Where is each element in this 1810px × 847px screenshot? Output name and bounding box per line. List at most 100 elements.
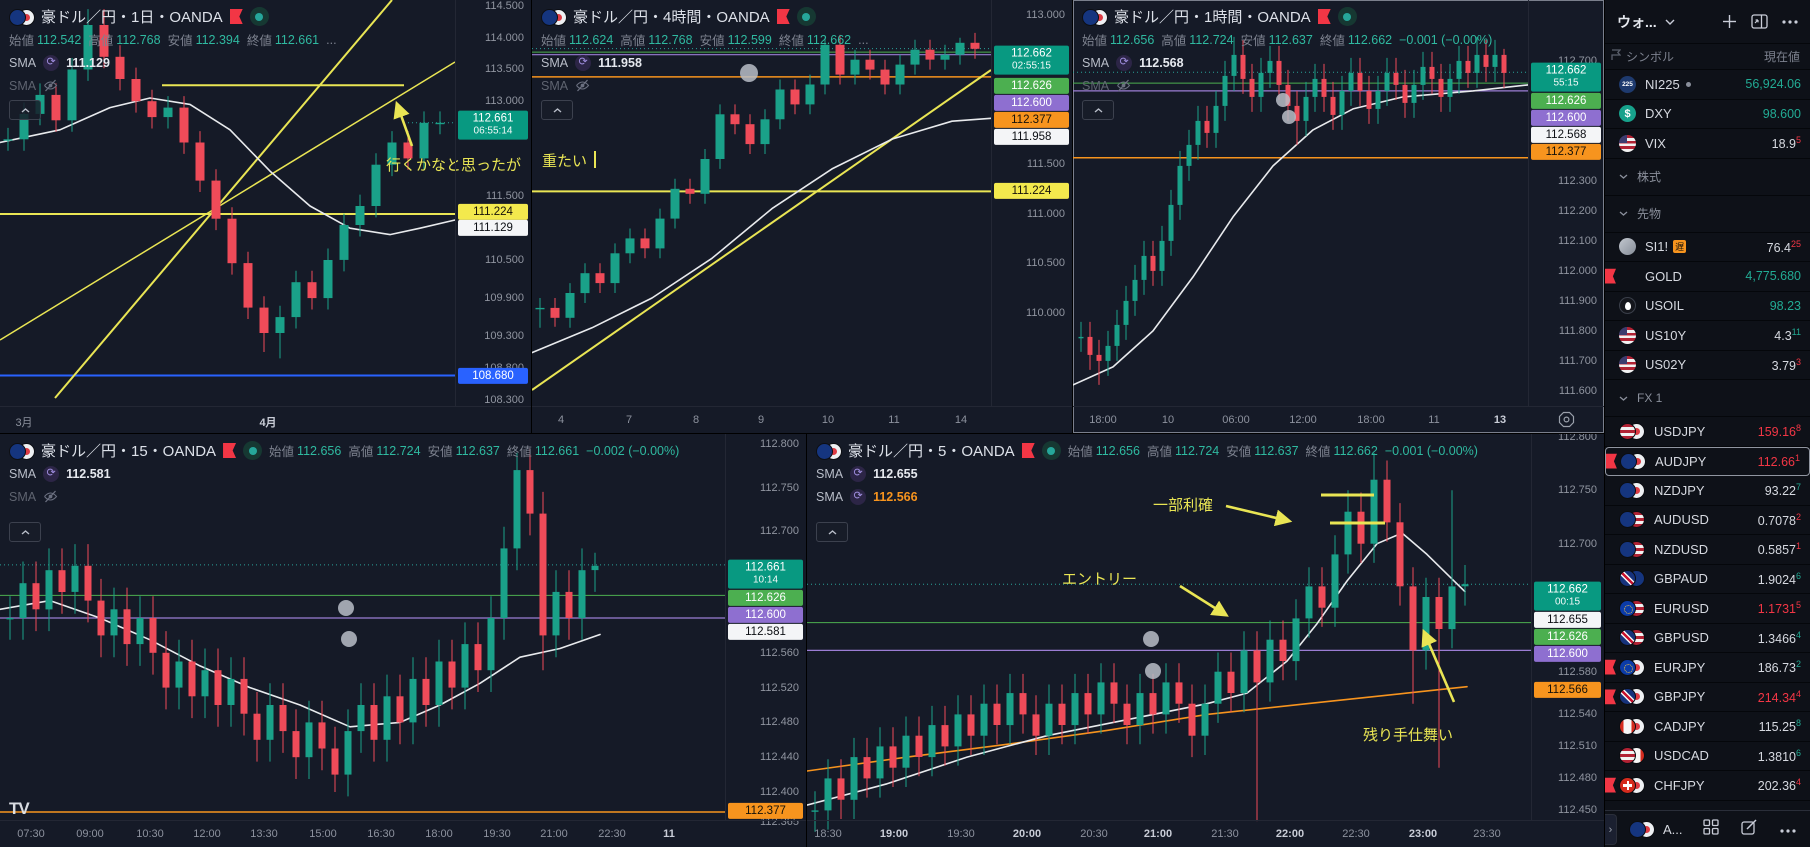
watchlist-row-GOLD[interactable]: GOLD 4,775.680 — [1605, 262, 1810, 292]
watchlist-row-DXY[interactable]: $ DXY 98.600 — [1605, 100, 1810, 129]
watchlist-section-先物[interactable]: 先物 — [1605, 196, 1810, 233]
row-flag-icon[interactable] — [1605, 777, 1616, 793]
more-options-icon[interactable] — [1782, 19, 1798, 24]
last-price: 186.732 — [1757, 659, 1801, 676]
collapse-header-button[interactable] — [816, 522, 848, 542]
chart-canvas-1h[interactable] — [1073, 0, 1604, 433]
price-axis-label: 112.200 — [1558, 205, 1597, 217]
watchlist-row-NZDJPY[interactable]: NZDJPY 93.227 — [1605, 476, 1810, 506]
watchlist-row-USDCAD[interactable]: USDCAD 1.38106 — [1605, 742, 1810, 771]
status-dot-button[interactable] — [1041, 441, 1061, 460]
flag-bookmark-icon[interactable] — [1021, 443, 1035, 458]
status-dot-button[interactable] — [796, 7, 816, 26]
flag-column-icon[interactable] — [1611, 49, 1622, 64]
watchlist-section-株式[interactable]: 株式 — [1605, 159, 1810, 196]
price-axis-label: 111.000 — [1026, 208, 1065, 220]
time-axis[interactable]: 07:30 09:00 10:30 12:00 13:30 15:00 16:30 18:00… — [0, 820, 806, 847]
price-axis[interactable]: 112.800 112.750 112.700 112.560 112.520 112.4… — [725, 434, 806, 828]
status-dot-button[interactable] — [249, 7, 269, 26]
tradingview-logo[interactable]: TV — [9, 799, 30, 818]
symbol-name: USDJPY — [1654, 423, 1706, 439]
last-price: 214.344 — [1757, 688, 1801, 705]
active-symbol-label[interactable]: A... — [1663, 821, 1683, 837]
chart-canvas-15m[interactable] — [0, 434, 806, 847]
collapse-header-button[interactable] — [1082, 100, 1114, 120]
collapse-header-button[interactable] — [9, 100, 41, 120]
price-axis-label: 112.480 — [760, 716, 799, 728]
watchlist-row-AUDUSD[interactable]: AUDUSD 0.70782 — [1605, 506, 1810, 535]
row-flag-icon[interactable] — [1605, 689, 1616, 705]
grid-layout-icon[interactable] — [1703, 818, 1719, 840]
time-axis[interactable]: 18:30 19:00 19:30 20:00 20:30 21:00 21:30 22:00… — [807, 820, 1604, 847]
collapse-header-button[interactable] — [9, 522, 41, 542]
row-flag-icon[interactable] — [1605, 268, 1616, 284]
plot-layers — [1073, 36, 1529, 386]
time-axis-label: 10:30 — [136, 828, 164, 840]
watchlist-row-NZDUSD[interactable]: NZDUSD 0.58571 — [1605, 535, 1810, 565]
watchlist-row-CHFJPY[interactable]: CHFJPY 202.364 — [1605, 771, 1810, 801]
add-symbol-button[interactable] — [1722, 14, 1737, 29]
watchlist-row-USOIL[interactable]: USOIL 98.23 — [1605, 292, 1810, 321]
watchlist-row-GBPAUD[interactable]: GBPAUD 1.90246 — [1605, 565, 1810, 594]
time-axis-label: 22:00 — [1275, 828, 1305, 840]
watchlist-row-AUDJPY[interactable]: AUDJPY 112.661 — [1605, 446, 1810, 476]
price-badge-value: 111.958 — [1011, 130, 1052, 143]
chart-title[interactable]: 豪ドル／円・15・OANDA — [41, 443, 217, 460]
flag-bookmark-icon[interactable] — [223, 443, 237, 458]
price-axis[interactable]: 114.500 114.000 113.500 113.000 111.500 110.5… — [455, 0, 531, 407]
open-list-icon[interactable] — [1751, 14, 1768, 29]
watchlist-row-EURJPY[interactable]: EURJPY 186.732 — [1605, 653, 1810, 683]
symbol-name: US02Y — [1645, 357, 1687, 373]
symbol-column-header[interactable]: シンボル — [1626, 50, 1675, 64]
price-axis[interactable]: 112.700 112.300 112.200 112.100 112.000 111.9… — [1528, 0, 1604, 407]
watchlist-row-SI1![interactable]: SI1! 遅 76.425 — [1605, 233, 1810, 262]
watchlist-row-USDJPY[interactable]: USDJPY 159.168 — [1605, 417, 1810, 447]
row-flag-icon[interactable] — [1605, 659, 1616, 675]
row-flag-icon[interactable] — [1606, 453, 1617, 469]
chart-canvas-1d[interactable]: 行くかなと思ったが — [0, 0, 531, 433]
price-axis[interactable]: 112.800 112.750 112.700 112.580 112.540 112.5… — [1531, 434, 1604, 821]
flag-bookmark-icon[interactable] — [776, 9, 790, 24]
watchlist-row-GBPUSD[interactable]: GBPUSD 1.34664 — [1605, 624, 1810, 653]
watchlist-row-US10Y[interactable]: US10Y 4.311 — [1605, 321, 1810, 351]
more-options-icon[interactable] — [1780, 820, 1796, 838]
last-price: 93.227 — [1764, 482, 1801, 499]
price-badge: 112.655 — [1534, 611, 1601, 629]
watchlist-row-EURUSD[interactable]: EURUSD 1.17315 — [1605, 594, 1810, 624]
collapse-header-button[interactable] — [541, 100, 573, 120]
watchlist-title[interactable]: ウォ... — [1617, 13, 1657, 30]
time-axis[interactable]: 18:00 10 06:00 12:00 18:00 11 13 — [1073, 406, 1604, 433]
symbol-name: AUDUSD — [1654, 512, 1709, 528]
time-axis[interactable]: 4 7 8 9 10 11 14 — [532, 406, 1072, 433]
watchlist-row-GBPJPY[interactable]: GBPJPY 214.344 — [1605, 683, 1810, 712]
watchlist-section-FX 1[interactable]: FX 1 — [1605, 380, 1810, 417]
us-icon — [1619, 356, 1636, 374]
chart-title[interactable]: 豪ドル／円・5・OANDA — [848, 443, 1015, 460]
watchlist-row-NI225[interactable]: 225 NI225 56,924.06 — [1605, 70, 1810, 100]
settings-gear-icon[interactable] — [1558, 411, 1575, 433]
price-badge-value: 112.626 — [1547, 630, 1588, 643]
time-axis-label: 18:00 — [1357, 414, 1385, 426]
time-axis[interactable]: 3月 4月 — [0, 406, 531, 433]
edit-note-icon[interactable] — [1741, 818, 1758, 840]
flag-bookmark-icon[interactable] — [229, 9, 243, 24]
flag-bookmark-icon[interactable] — [1317, 9, 1331, 24]
chart-canvas-4h[interactable]: 重たい — [532, 0, 1072, 433]
watchlist-row-US02Y[interactable]: US02Y 3.793 — [1605, 351, 1810, 380]
chevron-down-icon[interactable] — [1665, 19, 1675, 25]
expand-panel-icon[interactable]: › — [1605, 814, 1617, 845]
price-axis[interactable]: 113.000 111.500 111.000 110.500 110.000 112.6… — [991, 0, 1072, 407]
chart-title[interactable]: 豪ドル／円・1日・OANDA — [41, 9, 223, 26]
last-column-header[interactable]: 現在値 — [1763, 50, 1800, 64]
watchlist-row-VIX[interactable]: VIX 18.95 — [1605, 129, 1810, 159]
chart-title[interactable]: 豪ドル／円・1時間・OANDA — [1114, 9, 1311, 26]
chart-title[interactable]: 豪ドル／円・4時間・OANDA — [573, 9, 770, 26]
price-axis-label: 111.700 — [1558, 355, 1597, 367]
annotation-text: 残り手仕舞い — [1363, 727, 1453, 744]
status-dot-button[interactable] — [1337, 7, 1357, 26]
status-dot-button[interactable] — [243, 441, 263, 460]
time-axis-label: 13:30 — [250, 828, 278, 840]
watchlist-row-CADJPY[interactable]: CADJPY 115.258 — [1605, 712, 1810, 742]
price-axis-label: 112.400 — [760, 786, 799, 798]
